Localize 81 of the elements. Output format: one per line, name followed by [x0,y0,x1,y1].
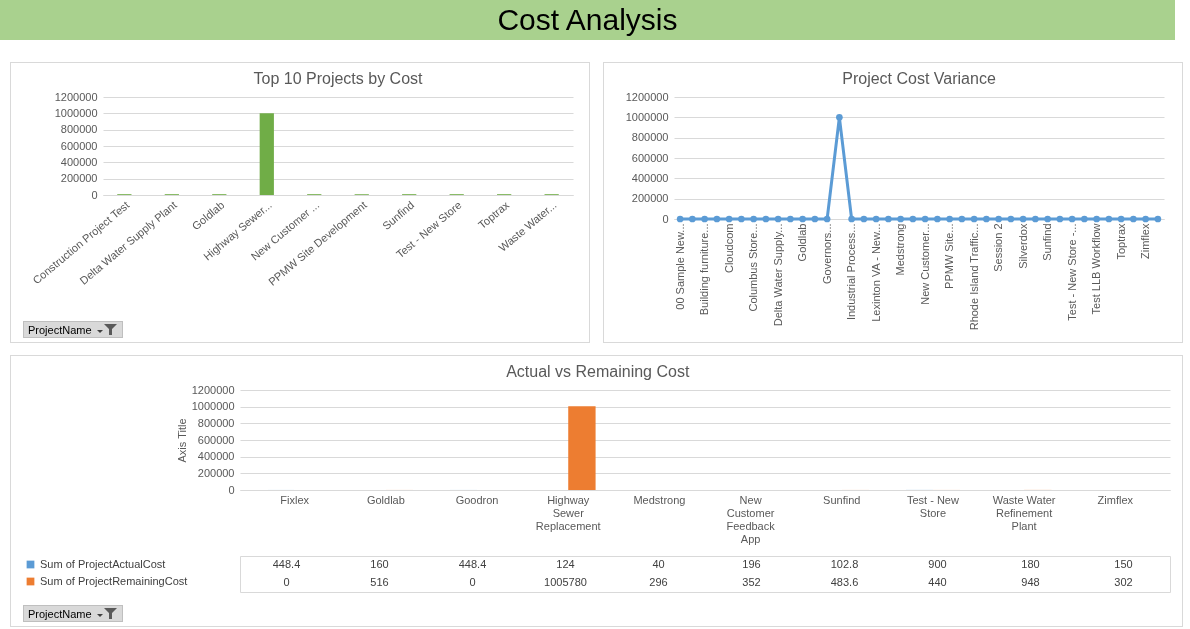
x-tick-label: Building furniture... [697,223,710,316]
data-label: 150 [1113,558,1133,570]
data-label: 352 [741,576,761,588]
y-tick-label: 1200000 [625,90,668,103]
data-label: 302 [1113,576,1133,588]
y-tick-label: 1000000 [191,400,234,413]
data-label: 296 [648,576,668,588]
x-tick-label: Delta Water Supply... [771,223,784,327]
x-tick-label: Columbus Store... [746,223,759,312]
y-tick-label: 1200000 [54,90,97,103]
y-tick-label: 400000 [60,155,97,168]
x-tick-label: Zimflex [1097,493,1134,506]
bar [567,406,596,490]
x-tick-label: Sunfind [822,493,860,506]
x-tick-label: Test - New Store -... [1065,223,1078,321]
data-label: 448.4 [458,558,486,570]
x-tick-label: PPMW Site... [942,223,955,289]
x-tick-label: Cloudcom [722,223,735,274]
x-tick-label: 00 Sample New... [673,223,686,310]
text: ProjectName [28,607,92,620]
chart-title: Project Cost Variance [841,70,996,87]
y-axis-title: Axis Title [175,418,188,463]
x-tick-label: Goldlab [366,493,405,506]
y-tick-label: 0 [661,212,668,225]
x-tick-label: Industrial Process... [844,223,857,321]
y-tick-label: 1000000 [625,110,668,123]
y-tick-label: 0 [90,188,97,201]
x-tick-label: Highway Sewer Replacement [535,493,601,532]
y-tick-label: 400000 [197,450,234,463]
y-tick-label: 0 [227,483,234,496]
x-tick-label: Test - New Store [906,493,959,519]
x-tick-label: Silverdox [1016,223,1029,269]
x-tick-label: New Customer... [918,223,931,305]
x-tick-label: Goldlab [795,223,808,262]
data-label: 180 [1020,558,1040,570]
x-tick-label: Waste Water Refinement Plant [992,493,1056,532]
data-label: 448.4 [272,558,300,570]
data-label: 516 [369,576,389,588]
y-tick-label: 200000 [60,172,97,185]
x-tick-label: Lexinton VA - New... [869,223,882,322]
x-tick-label: Zimflex [1138,223,1151,259]
legend-label: Sum of ProjectActualCost [39,557,165,570]
x-tick-label: Medstrong [893,223,906,276]
y-tick-label: 800000 [60,123,97,136]
y-tick-label: 200000 [197,466,234,479]
data-label: 160 [369,558,389,570]
data-label: 483.6 [830,576,858,588]
y-tick-label: 1000000 [54,106,97,119]
data-label: 196 [741,558,761,570]
y-tick-label: 200000 [631,192,668,205]
data-label: 102.8 [830,558,858,570]
x-tick-label: Rhode Island Traffic... [967,223,980,331]
y-tick-label: 800000 [631,131,668,144]
text: ProjectName [28,323,92,336]
legend-label: Sum of ProjectRemainingCost [39,574,187,587]
x-tick-label: Governors... [820,223,833,285]
x-tick-label: New Customer Feedback App [725,493,775,545]
y-tick-label: 600000 [60,139,97,152]
x-tick-label: Test LLB Workflow [1089,223,1102,315]
x-tick-label: Medstrong [632,493,685,506]
y-tick-label: 600000 [631,151,668,164]
text: Cost Analysis [0,0,1175,40]
y-tick-label: 1200000 [191,383,234,396]
data-label: 0 [468,576,476,588]
x-tick-label: Toptrax [1114,223,1127,260]
chart-title: Actual vs Remaining Cost [505,363,690,380]
chart-title: Top 10 Projects by Cost [253,70,423,87]
data-label: 440 [927,576,947,588]
data-label: 948 [1020,576,1040,588]
x-tick-label: Fixlex [279,493,310,506]
data-label: 1005780 [543,576,587,588]
data-label: 900 [927,558,947,570]
y-tick-label: 400000 [631,171,668,184]
data-label: 40 [651,558,665,570]
y-tick-label: 600000 [197,433,234,446]
y-tick-label: 800000 [197,416,234,429]
x-tick-label: Sunfind [1040,223,1053,261]
x-tick-label: Goodron [455,493,498,506]
data-label: 124 [555,558,575,570]
data-label: 0 [282,576,290,588]
x-tick-label: Session 2 [991,223,1004,272]
